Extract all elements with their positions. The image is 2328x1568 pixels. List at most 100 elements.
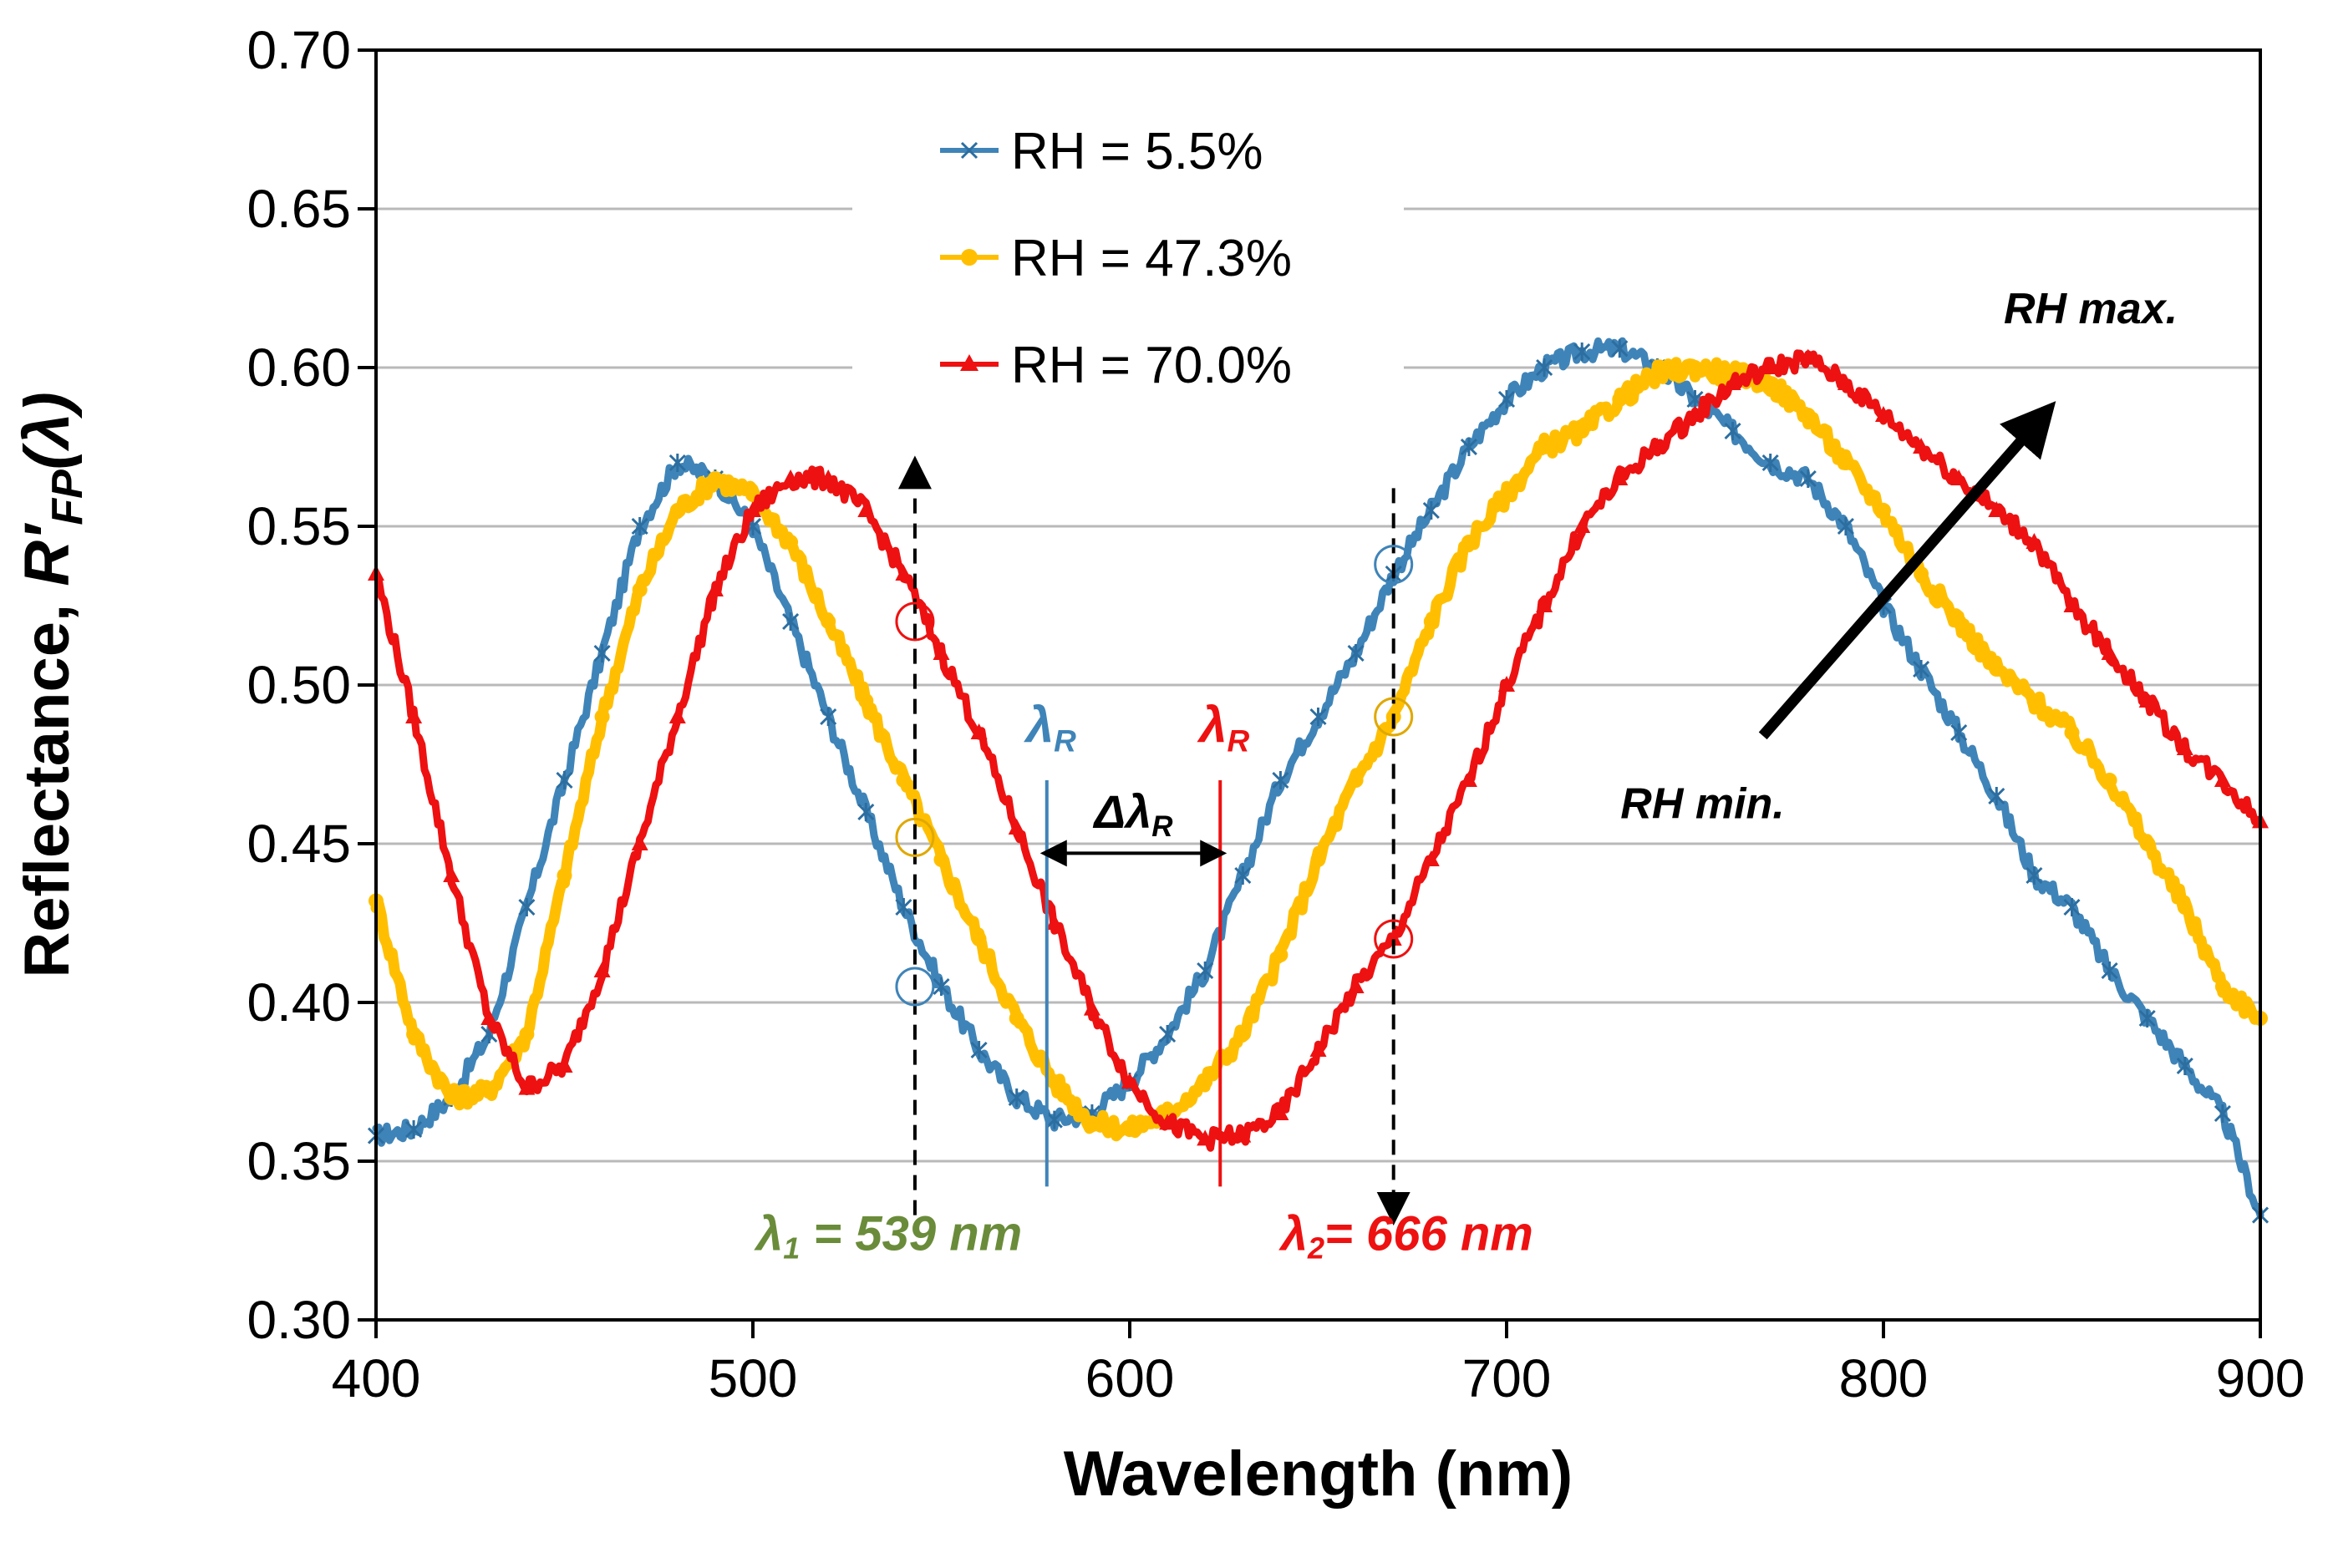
data-point bbox=[1234, 866, 1252, 885]
intersection-circle bbox=[1374, 919, 1414, 959]
series-layer bbox=[367, 337, 2270, 1225]
data-point bbox=[1122, 1122, 1137, 1137]
series-line bbox=[372, 349, 2264, 1152]
data-point bbox=[1423, 614, 1439, 629]
delta-label: ΔλR bbox=[1092, 785, 1173, 843]
data-point bbox=[1046, 1074, 1062, 1089]
data-point bbox=[1574, 424, 1590, 439]
data-point bbox=[1197, 962, 1214, 980]
y-tick-label: 0.40 bbox=[247, 972, 351, 1033]
data-point bbox=[2214, 979, 2230, 994]
data-point bbox=[1498, 676, 1515, 692]
lambda-r-blue-label: λR bbox=[1024, 697, 1076, 758]
data-point bbox=[1799, 469, 1817, 488]
data-point bbox=[1234, 1126, 1252, 1143]
y-tick-label: 0.50 bbox=[247, 655, 351, 715]
data-point bbox=[1611, 339, 1629, 358]
data-point bbox=[1573, 343, 1591, 361]
data-point bbox=[707, 471, 723, 486]
legend-swatch-marker bbox=[960, 354, 978, 371]
data-point bbox=[1649, 366, 1665, 382]
data-point bbox=[2139, 836, 2155, 851]
y-axis-title-subscript: FP bbox=[43, 469, 92, 525]
x-tick-label: 400 bbox=[332, 1348, 421, 1408]
data-point bbox=[1084, 1115, 1100, 1131]
lambda-r-blue-label-subscript: R bbox=[1054, 723, 1076, 758]
y-tick-label: 0.30 bbox=[247, 1290, 351, 1350]
data-point bbox=[1612, 392, 1628, 407]
data-point bbox=[2101, 962, 2118, 980]
data-point bbox=[1573, 517, 1591, 533]
data-point bbox=[2102, 773, 2117, 788]
data-point bbox=[632, 582, 648, 597]
data-point bbox=[1761, 454, 1779, 472]
rh-min-label: RH min. bbox=[1620, 780, 1784, 829]
data-point bbox=[1309, 708, 1327, 726]
data-point bbox=[1272, 1104, 1289, 1120]
data-point bbox=[1800, 408, 1816, 423]
data-point bbox=[970, 723, 988, 739]
data-point bbox=[970, 1041, 988, 1059]
data-point bbox=[593, 644, 611, 662]
legend: RH = 5.5% RH = 47.3% RH = 70.0% bbox=[852, 100, 1404, 394]
lambda1-label-value: = 539 nm bbox=[800, 1206, 1022, 1261]
data-point bbox=[556, 771, 573, 789]
data-point bbox=[1008, 1088, 1025, 1107]
data-point bbox=[1611, 469, 1629, 485]
data-point bbox=[857, 501, 875, 517]
lambda1-label-subscript: 1 bbox=[783, 1231, 800, 1265]
delta-label-symbol: Δλ bbox=[1092, 785, 1151, 838]
data-point bbox=[668, 454, 686, 472]
x-axis-title: Wavelength (nm) bbox=[1064, 1439, 1573, 1510]
data-point bbox=[443, 866, 460, 882]
data-point bbox=[1422, 501, 1440, 520]
data-point bbox=[1989, 662, 2005, 677]
data-point bbox=[631, 835, 648, 850]
data-point bbox=[668, 708, 686, 723]
data-point bbox=[2063, 596, 2081, 612]
data-point bbox=[1460, 438, 1477, 456]
data-point bbox=[1649, 438, 1666, 454]
data-point bbox=[1008, 819, 1025, 835]
data-point bbox=[2101, 644, 2118, 660]
data-point bbox=[1914, 566, 1929, 581]
data-point bbox=[1761, 358, 1779, 374]
lambda-r-blue-label-symbol: λ bbox=[1024, 697, 1054, 753]
data-point bbox=[1799, 348, 1817, 365]
x-tick-label: 800 bbox=[1839, 1348, 1929, 1408]
lambda1-label: λ1 = 539 nm bbox=[754, 1206, 1022, 1265]
data-point bbox=[1875, 406, 1892, 422]
data-point bbox=[1913, 660, 1930, 678]
data-point bbox=[933, 977, 950, 996]
legend-background bbox=[852, 100, 1404, 384]
data-point bbox=[1272, 771, 1289, 789]
data-point bbox=[1837, 517, 1854, 535]
data-point bbox=[1347, 977, 1365, 993]
y-tick-label: 0.65 bbox=[247, 179, 351, 239]
data-point bbox=[933, 644, 950, 660]
data-point bbox=[518, 1078, 536, 1095]
lambda1-label-symbol: λ bbox=[754, 1206, 783, 1261]
y-axis-title: Reflectance, R′FP(λ) bbox=[12, 392, 92, 977]
data-point bbox=[857, 803, 875, 821]
intersection-circle bbox=[895, 601, 935, 642]
data-point bbox=[1121, 1073, 1138, 1088]
data-point bbox=[1197, 1074, 1213, 1089]
y-tick-label: 0.55 bbox=[247, 496, 351, 556]
data-point bbox=[1724, 422, 1741, 440]
series-line bbox=[370, 357, 2266, 1142]
data-point bbox=[783, 535, 799, 550]
data-point bbox=[1988, 501, 2005, 517]
data-point bbox=[895, 565, 912, 581]
lambda-r-red-label-subscript: R bbox=[1228, 723, 1250, 758]
data-point bbox=[1348, 773, 1364, 788]
data-point bbox=[2176, 1057, 2193, 1075]
y-axis-title-prefix: Reflectance, bbox=[12, 586, 83, 978]
rh-max-label: RH max. bbox=[2004, 285, 2178, 333]
data-point bbox=[1159, 1025, 1177, 1043]
data-point bbox=[1197, 1129, 1214, 1146]
data-point bbox=[2176, 739, 2193, 755]
data-point bbox=[1724, 374, 1741, 390]
data-point bbox=[1687, 360, 1703, 375]
data-point bbox=[1460, 771, 1477, 787]
